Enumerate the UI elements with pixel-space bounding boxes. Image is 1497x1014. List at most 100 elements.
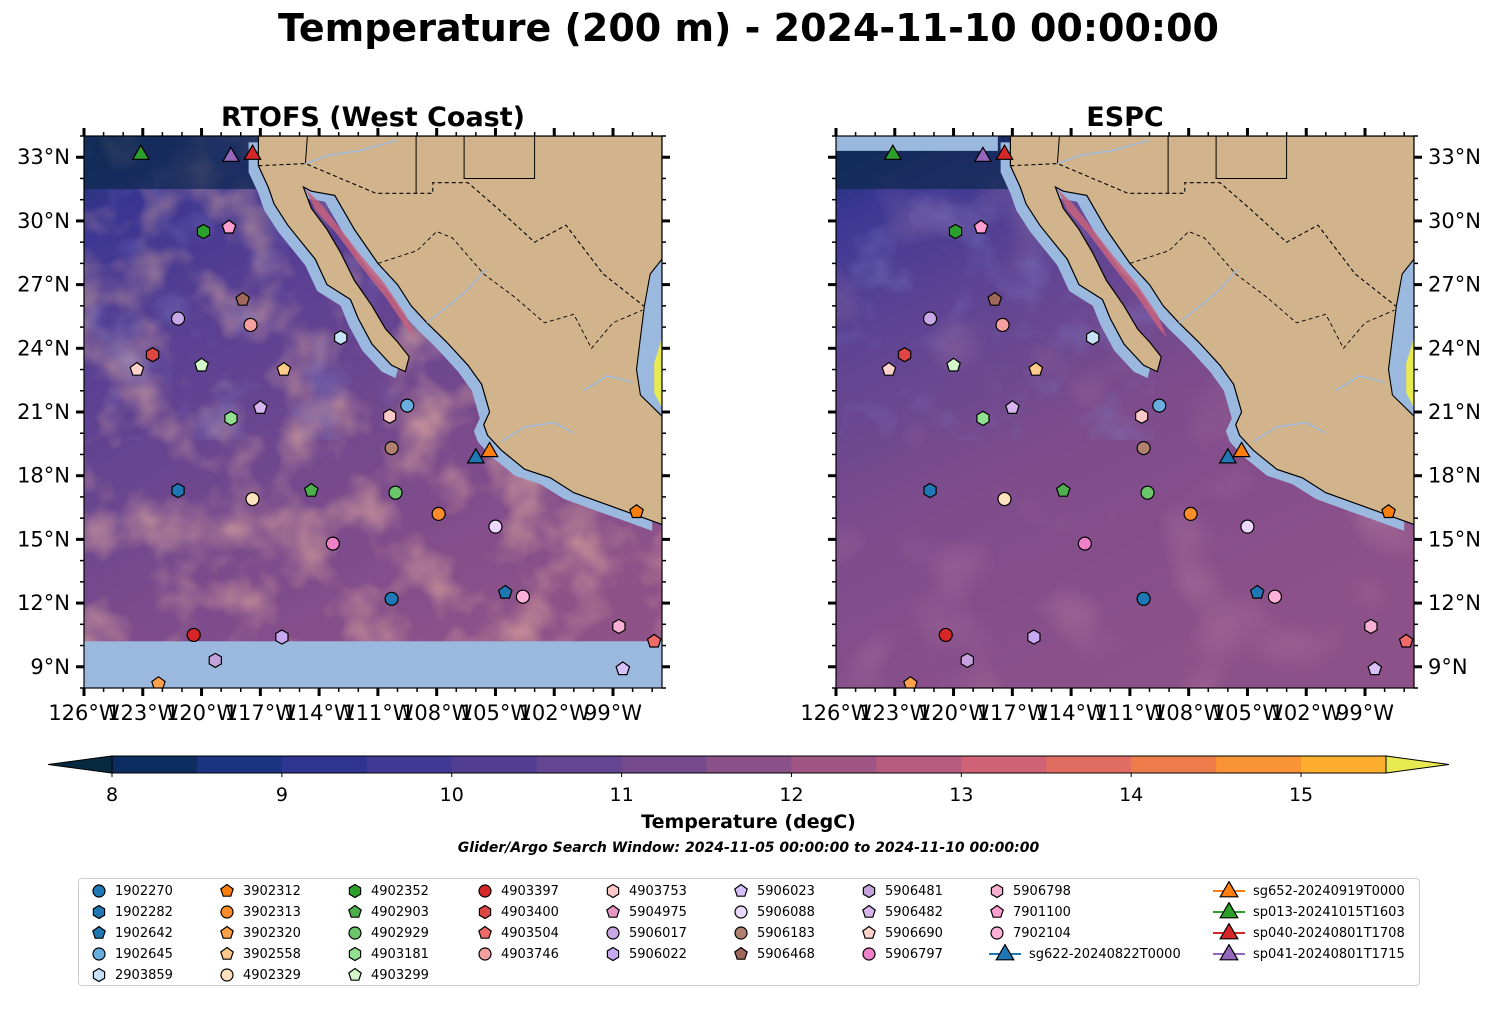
marker-1902282 bbox=[171, 482, 185, 499]
lon-tick-label: 117°W bbox=[225, 701, 297, 725]
legend-item: 3902320 bbox=[217, 923, 301, 943]
legend-marker bbox=[1219, 944, 1239, 961]
legend-marker bbox=[606, 904, 620, 918]
marker-4903181 bbox=[224, 410, 238, 427]
legend-marker bbox=[1219, 881, 1239, 898]
lat-tick-label: 24°N bbox=[1428, 336, 1481, 360]
legend-marker bbox=[92, 967, 106, 983]
legend-marker bbox=[862, 904, 876, 918]
legend-marker bbox=[348, 967, 362, 981]
legend-marker bbox=[1219, 923, 1239, 940]
legend-item: 5906183 bbox=[731, 923, 815, 943]
colorbar-tick-label: 8 bbox=[106, 784, 118, 806]
legend-item: sp040-20240801T1708 bbox=[1211, 923, 1405, 943]
marker-sg652-20240919T0000 bbox=[480, 441, 499, 458]
legend-item: 2903859 bbox=[89, 965, 173, 985]
marker-5906017 bbox=[922, 311, 938, 326]
colorbar-segment bbox=[451, 756, 538, 773]
colorbar-extend-high bbox=[1385, 755, 1450, 774]
legend-marker bbox=[862, 947, 876, 961]
lon-tick-label: 99°W bbox=[584, 701, 642, 725]
marker-1902645 bbox=[1152, 398, 1167, 413]
marker-5906183 bbox=[1136, 440, 1151, 456]
lat-tick-label: 30°N bbox=[17, 209, 70, 233]
legend-marker bbox=[220, 905, 234, 919]
lon-tick-label: 120°W bbox=[166, 701, 238, 725]
figure-title: Temperature (200 m) - 2024-11-10 00:00:0… bbox=[277, 6, 1219, 50]
legend-label: 5906088 bbox=[757, 904, 815, 920]
colorbar-segment bbox=[621, 756, 707, 773]
marker-4903504 bbox=[1398, 633, 1414, 648]
legend-item: sg622-20240822T0000 bbox=[987, 944, 1181, 964]
legend-item: 4902352 bbox=[345, 881, 429, 901]
legend-marker bbox=[92, 947, 106, 961]
marker-5906797 bbox=[325, 536, 340, 551]
legend-label: sg622-20240822T0000 bbox=[1029, 946, 1181, 962]
legend-label: 3902312 bbox=[243, 883, 301, 899]
legend-item: 1902270 bbox=[89, 881, 173, 901]
marker-7902104 bbox=[1267, 589, 1282, 604]
lat-tick-label: 30°N bbox=[1428, 209, 1481, 233]
marker-4902929 bbox=[1140, 485, 1155, 500]
marker-5906183 bbox=[384, 440, 399, 456]
legend-item: 5906017 bbox=[603, 923, 687, 943]
legend-label: 2903859 bbox=[115, 967, 173, 983]
marker-4902903 bbox=[1055, 482, 1071, 497]
colorbar-tick-label: 12 bbox=[779, 784, 803, 806]
legend-item: 5906088 bbox=[731, 902, 815, 922]
marker-sp013-20241015T1603 bbox=[131, 144, 151, 160]
legend-marker bbox=[478, 947, 492, 961]
legend-label: 5906022 bbox=[629, 946, 687, 962]
lat-tick-label: 18°N bbox=[1428, 464, 1481, 488]
marker-5906690 bbox=[881, 361, 897, 376]
colorbar-tick-label: 15 bbox=[1289, 784, 1313, 806]
lon-tick-label: 111°W bbox=[342, 701, 414, 725]
colorbar-tick-label: 11 bbox=[610, 784, 634, 806]
marker-4903400 bbox=[145, 347, 160, 363]
marker-7902104 bbox=[515, 589, 530, 604]
legend-marker bbox=[478, 925, 492, 939]
legend-label: 5906023 bbox=[757, 883, 815, 899]
legend-label: 3902320 bbox=[243, 925, 301, 941]
legend-label: 4903400 bbox=[501, 904, 559, 920]
lat-tick-label: 24°N bbox=[17, 336, 70, 360]
marker-4903397 bbox=[186, 627, 201, 643]
panel-title: RTOFS (West Coast) bbox=[221, 102, 525, 133]
marker-sg652-20240919T0000 bbox=[1232, 441, 1251, 458]
marker-4903746 bbox=[995, 317, 1010, 333]
legend-label: 5904975 bbox=[629, 904, 687, 920]
legend-label: 5906482 bbox=[885, 904, 943, 920]
lat-tick-label: 33°N bbox=[17, 145, 70, 169]
marker-sg622-20240822T0000 bbox=[1218, 447, 1238, 464]
legend-label: 4903299 bbox=[371, 967, 429, 983]
legend-marker bbox=[92, 925, 106, 939]
legend-label: 4902903 bbox=[371, 904, 429, 920]
legend-item: 4902329 bbox=[217, 965, 301, 985]
legend-item: 4903746 bbox=[475, 944, 559, 964]
colorbar-segment bbox=[112, 756, 198, 773]
legend-item: 4903299 bbox=[345, 965, 429, 985]
marker-5906022 bbox=[275, 629, 289, 645]
marker-7901100 bbox=[973, 219, 989, 234]
colorbar-segment bbox=[366, 756, 453, 773]
marker-5906481 bbox=[208, 652, 222, 669]
legend-label: 4903397 bbox=[501, 883, 559, 899]
legend-label: 7901100 bbox=[1013, 904, 1071, 920]
legend-marker bbox=[734, 946, 748, 960]
colorbar-tick-label: 13 bbox=[949, 784, 973, 806]
legend-label: 5906017 bbox=[629, 925, 687, 941]
legend-marker bbox=[220, 946, 234, 960]
lon-tick-label: 108°W bbox=[1153, 701, 1225, 725]
legend-item: 5904975 bbox=[603, 902, 687, 922]
marker-4902329 bbox=[997, 491, 1012, 507]
legend-marker bbox=[1219, 902, 1239, 919]
marker-3902558 bbox=[1028, 361, 1044, 376]
marker-5906690 bbox=[129, 361, 145, 376]
legend-marker bbox=[478, 904, 492, 920]
legend-label: 5906797 bbox=[885, 946, 943, 962]
colorbar-label: Temperature (degC) bbox=[641, 811, 856, 833]
legend: 1902270 1902282 1902642 1902645 2903859 39023… bbox=[78, 878, 1420, 986]
marker-1902642 bbox=[497, 584, 513, 599]
lat-tick-label: 15°N bbox=[1428, 527, 1481, 551]
lat-tick-label: 18°N bbox=[17, 464, 70, 488]
